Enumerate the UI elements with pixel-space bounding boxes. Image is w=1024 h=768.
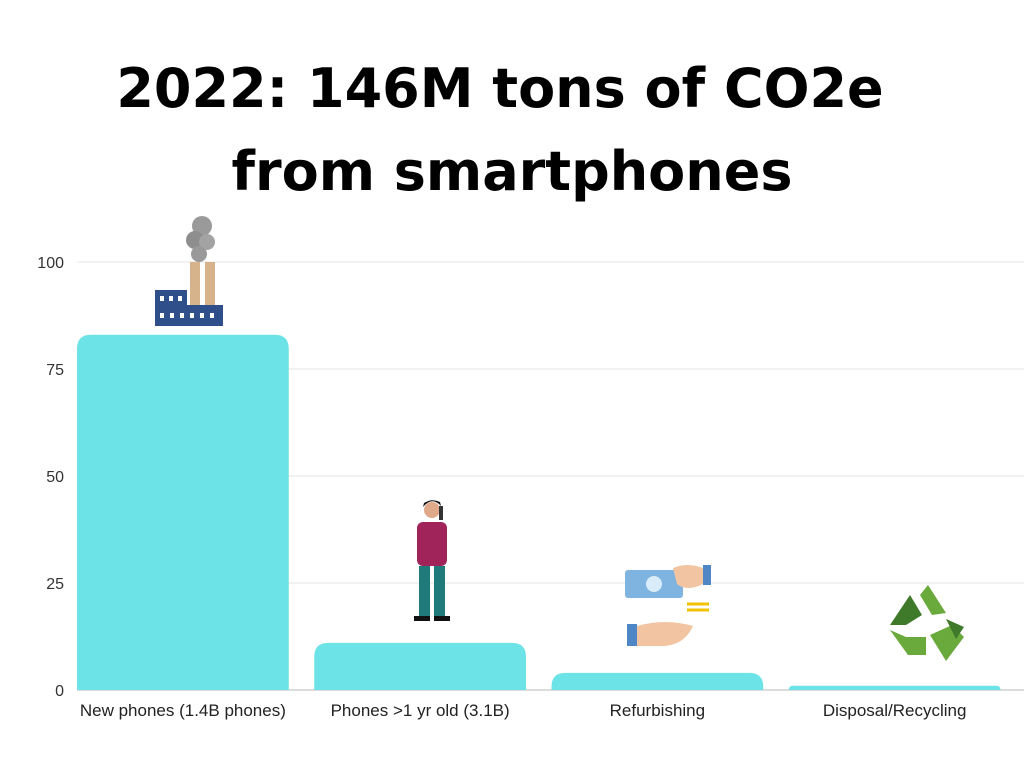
bar-1 bbox=[314, 642, 526, 690]
y-tick-label: 100 bbox=[37, 255, 64, 272]
y-tick-label: 0 bbox=[55, 683, 64, 700]
bar-2 bbox=[551, 672, 764, 690]
y-tick-label: 75 bbox=[46, 362, 64, 379]
recycle-icon bbox=[890, 585, 964, 661]
y-tick-label: 50 bbox=[46, 469, 64, 486]
x-category-label: Disposal/Recycling bbox=[823, 701, 967, 720]
chart-subtitle: from smartphones bbox=[231, 140, 793, 203]
y-tick-label: 25 bbox=[46, 576, 64, 593]
factory-icon bbox=[155, 216, 223, 326]
chart-title: 2022: 146M tons of CO2e bbox=[116, 57, 884, 120]
bar-3 bbox=[788, 685, 1001, 690]
x-category-label: Phones >1 yr old (3.1B) bbox=[331, 701, 510, 720]
person-on-phone-icon bbox=[414, 500, 450, 621]
x-category-label: New phones (1.4B phones) bbox=[80, 701, 286, 720]
money-exchange-icon bbox=[625, 565, 711, 646]
x-category-label: Refurbishing bbox=[610, 701, 705, 720]
bar-0 bbox=[77, 334, 289, 690]
